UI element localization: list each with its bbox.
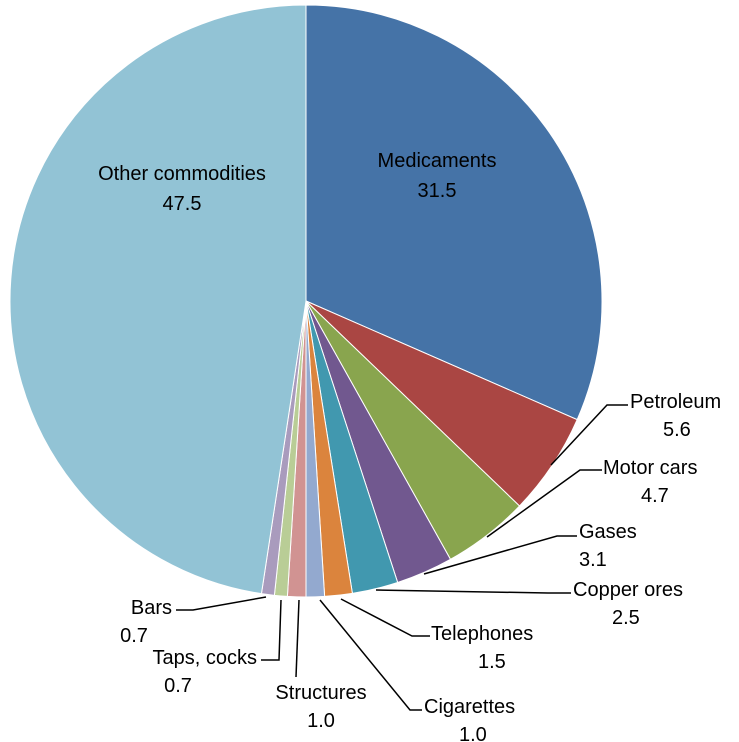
slice-value-structures: 1.0	[307, 710, 335, 732]
pie-slices	[9, 4, 603, 598]
leader-line-taps-cocks	[261, 599, 282, 661]
leader-line-copper-ores	[375, 589, 571, 594]
slice-value-petroleum: 5.6	[663, 419, 691, 441]
pie-slice-other-commodities	[9, 4, 307, 595]
leader-line-cigarettes	[319, 599, 422, 711]
leader-line-motor-cars	[486, 469, 602, 538]
slice-value-medicaments: 31.5	[418, 180, 457, 202]
leader-line-telephones	[340, 598, 430, 637]
slice-label-other-commodities: Other commodities	[98, 163, 266, 185]
slice-labels: Medicaments 31.5 Petroleum 5.6 Motor cars 4.7…	[98, 150, 721, 742]
slice-label-gases: Gases	[579, 521, 637, 543]
slice-label-medicaments: Medicaments	[378, 150, 497, 172]
slice-label-petroleum: Petroleum	[630, 391, 721, 413]
slice-value-bars: 0.7	[120, 625, 148, 647]
leader-line-gases	[423, 535, 577, 575]
slice-label-copper-ores: Copper ores	[573, 579, 683, 601]
slice-label-cigarettes: Cigarettes	[424, 696, 515, 718]
slice-value-copper-ores: 2.5	[612, 607, 640, 629]
slice-value-taps-cocks: 0.7	[164, 675, 192, 697]
leader-line-petroleum	[550, 404, 628, 466]
leader-line-structures	[295, 599, 300, 678]
leader-lines	[176, 404, 628, 711]
slice-label-bars: Bars	[131, 597, 172, 619]
slice-value-cigarettes: 1.0	[459, 724, 487, 742]
slice-label-taps-cocks: Taps, cocks	[153, 647, 257, 669]
slice-value-other-commodities: 47.5	[163, 193, 202, 215]
slice-label-telephones: Telephones	[431, 623, 533, 645]
pie-slice-medicaments	[305, 4, 603, 421]
slice-value-motor-cars: 4.7	[641, 485, 669, 507]
slice-label-motor-cars: Motor cars	[603, 457, 697, 479]
slice-value-telephones: 1.5	[478, 651, 506, 673]
leader-line-bars	[176, 596, 267, 611]
slice-value-gases: 3.1	[579, 549, 607, 571]
slice-label-structures: Structures	[275, 682, 366, 704]
